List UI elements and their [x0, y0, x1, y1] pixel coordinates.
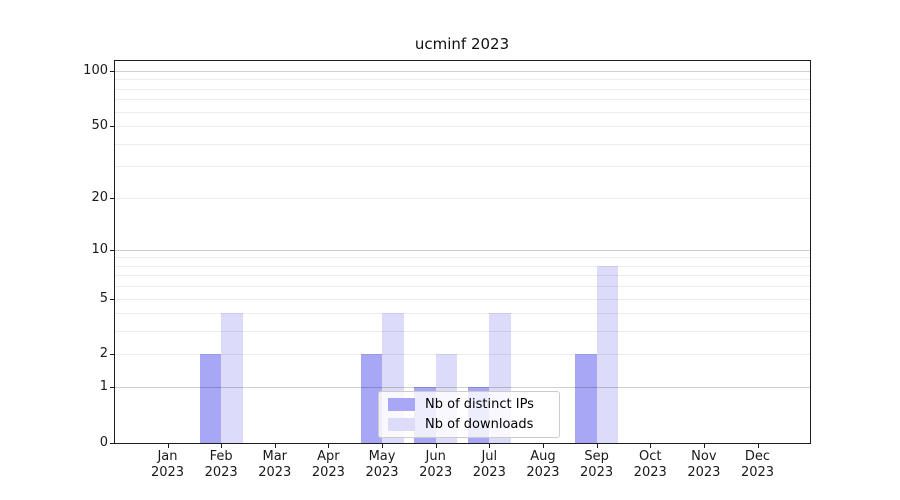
- gridline-major: [115, 70, 810, 72]
- chart-title: ucminf 2023: [414, 35, 510, 53]
- bar-nb-of-downloads-sep: [596, 265, 619, 443]
- legend-entry-distinct-ips: Nb of distinct IPs: [388, 397, 550, 412]
- y-tick-label: 100: [83, 62, 108, 78]
- y-tick-mark: [110, 249, 114, 251]
- x-tick-label: Nov 2023: [687, 449, 721, 480]
- x-tick-mark: [328, 444, 330, 448]
- gridline-minor: [115, 257, 810, 259]
- x-tick-mark: [489, 444, 491, 448]
- x-tick-mark: [221, 444, 223, 448]
- x-tick-mark: [167, 444, 169, 448]
- x-tick-label: Jun 2023: [419, 449, 453, 480]
- x-tick-mark: [382, 444, 384, 448]
- x-tick-label: Dec 2023: [740, 449, 775, 480]
- y-tick-mark: [110, 126, 114, 128]
- bar-nb-of-distinct-ips-feb: [199, 354, 222, 443]
- gridline-minor: [115, 331, 810, 333]
- y-tick-label: 2: [99, 346, 108, 362]
- x-tick-mark: [596, 444, 598, 448]
- gridline-minor: [115, 354, 810, 356]
- gridline-major: [115, 249, 810, 251]
- bar-nb-of-distinct-ips-sep: [575, 354, 597, 443]
- plot-area: Nb of distinct IPs Nb of downloads: [114, 60, 811, 444]
- x-tick-mark: [542, 444, 544, 448]
- legend-label-downloads: Nb of downloads: [425, 417, 534, 432]
- legend-patch-downloads-icon: [388, 418, 415, 431]
- gridline-minor: [115, 286, 810, 288]
- x-tick-mark: [757, 444, 759, 448]
- gridline-minor: [115, 298, 810, 300]
- y-tick-label: 0: [99, 435, 108, 450]
- y-tick-mark: [110, 443, 114, 444]
- gridline-major: [115, 387, 810, 389]
- gridline-minor: [115, 197, 810, 199]
- gridline-minor: [115, 143, 810, 145]
- x-tick-label: Feb 2023: [204, 449, 238, 480]
- x-tick-label: May 2023: [365, 449, 399, 480]
- y-tick-label: 50: [91, 118, 108, 134]
- gridline-minor: [115, 265, 810, 267]
- gridline-minor: [115, 79, 810, 81]
- gridline-minor: [115, 126, 810, 128]
- x-tick-label: Jul 2023: [472, 449, 506, 480]
- gridline-minor: [115, 275, 810, 277]
- gridline-minor: [115, 88, 810, 90]
- x-tick-label: Aug 2023: [526, 449, 560, 480]
- y-tick-label: 1: [99, 379, 108, 395]
- gridline-minor: [115, 166, 810, 168]
- x-tick-label: Apr 2023: [311, 449, 345, 480]
- x-tick-label: Mar 2023: [258, 449, 292, 480]
- gridline-minor: [115, 99, 810, 101]
- y-tick-mark: [110, 70, 114, 72]
- y-tick-label: 10: [91, 241, 108, 257]
- x-tick-label: Jan 2023: [150, 449, 185, 480]
- y-tick-mark: [110, 298, 114, 300]
- bar-nb-of-distinct-ips-may: [360, 354, 383, 443]
- x-tick-label: Sep 2023: [580, 449, 614, 480]
- x-tick-mark: [435, 444, 437, 448]
- x-tick-mark: [274, 444, 276, 448]
- legend-entry-downloads: Nb of downloads: [388, 417, 550, 432]
- y-tick-mark: [110, 354, 114, 356]
- bar-nb-of-downloads-feb: [221, 313, 243, 443]
- x-tick-mark: [703, 444, 705, 448]
- x-tick-label: Oct 2023: [633, 449, 667, 480]
- y-tick-mark: [110, 387, 114, 389]
- legend: Nb of distinct IPs Nb of downloads: [378, 391, 560, 438]
- legend-patch-distinct-ips-icon: [388, 398, 415, 411]
- y-tick-label: 5: [99, 290, 108, 306]
- legend-label-distinct-ips: Nb of distinct IPs: [425, 397, 534, 412]
- x-tick-mark: [650, 444, 652, 448]
- gridline-minor: [115, 111, 810, 113]
- gridline-minor: [115, 313, 810, 315]
- y-tick-mark: [110, 197, 114, 199]
- y-tick-label: 20: [91, 189, 108, 205]
